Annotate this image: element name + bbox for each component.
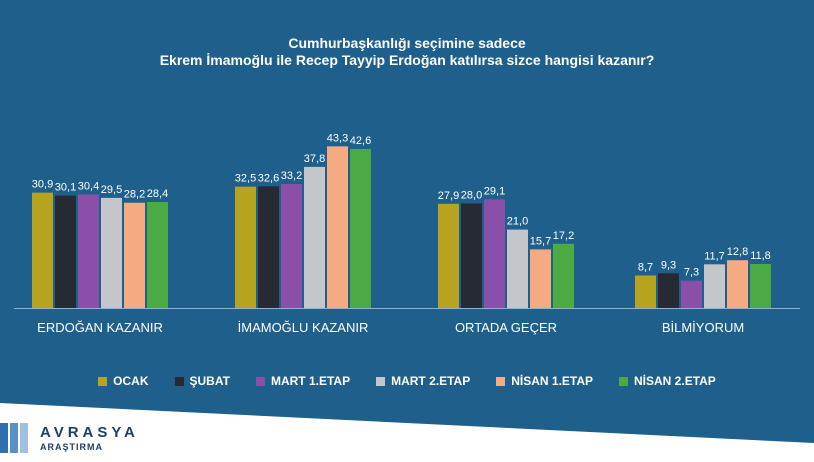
bar bbox=[235, 186, 256, 308]
category-label: ERDOĞAN KAZANIR bbox=[37, 320, 163, 335]
bar bbox=[658, 273, 679, 308]
bar bbox=[750, 263, 771, 308]
bar-data-label: 30,9 bbox=[32, 179, 53, 191]
bar-data-label: 7,3 bbox=[684, 267, 699, 279]
bar-data-label: 28,2 bbox=[124, 189, 145, 201]
legend-label: MART 2.ETAP bbox=[391, 374, 471, 388]
bar bbox=[281, 184, 302, 308]
bar bbox=[350, 148, 371, 308]
chart-legend: OCAK ŞUBAT MART 1.ETAP MART 2.ETAP NİSAN 1.E… bbox=[0, 374, 814, 388]
bar bbox=[258, 186, 279, 308]
footer-band bbox=[0, 403, 814, 462]
bar-data-label: 32,5 bbox=[235, 173, 256, 185]
bar bbox=[704, 264, 725, 308]
bar bbox=[327, 146, 348, 308]
legend-swatch bbox=[496, 376, 506, 386]
chart-title-line-2: Ekrem İmamoğlu ile Recep Tayyip Erdoğan … bbox=[159, 52, 655, 68]
chart-title-line-1: Cumhurbaşkanlığı seçimine sadece bbox=[288, 35, 526, 51]
bar bbox=[304, 166, 325, 308]
legend-swatch bbox=[98, 376, 108, 386]
legend-label: OCAK bbox=[113, 374, 149, 388]
legend-item: NİSAN 2.ETAP bbox=[619, 374, 716, 388]
bar-data-label: 30,1 bbox=[55, 182, 76, 194]
bar bbox=[55, 195, 76, 308]
bar-data-label: 29,1 bbox=[484, 185, 505, 197]
legend-swatch bbox=[174, 376, 184, 386]
bar bbox=[124, 202, 145, 308]
logo-stripe-1 bbox=[0, 423, 8, 453]
bar-data-label: 9,3 bbox=[661, 259, 676, 271]
category-label: BİLMİYORUM bbox=[662, 320, 744, 335]
bar bbox=[727, 260, 748, 308]
bar-data-label: 12,8 bbox=[727, 246, 748, 258]
bar bbox=[78, 194, 99, 308]
bar bbox=[553, 243, 574, 308]
legend-label: NİSAN 1.ETAP bbox=[511, 374, 594, 388]
bar-data-label: 28,4 bbox=[147, 188, 168, 200]
bar-data-label: 28,0 bbox=[461, 189, 482, 201]
legend-item: MART 2.ETAP bbox=[376, 374, 470, 388]
legend-label: MART 1.ETAP bbox=[270, 374, 351, 388]
bar-data-label: 27,9 bbox=[438, 190, 459, 202]
bar-data-label: 17,2 bbox=[553, 230, 574, 242]
legend-swatch bbox=[376, 376, 386, 386]
bar-data-label: 8,7 bbox=[638, 262, 653, 274]
category-label: ORTADA GEÇER bbox=[455, 320, 557, 335]
category-label: İMAMOĞLU KAZANIR bbox=[238, 320, 369, 335]
bar bbox=[461, 203, 482, 308]
bar bbox=[438, 203, 459, 308]
brand-name: AVRASYA bbox=[40, 424, 139, 441]
legend-label: NİSAN 2.ETAP bbox=[634, 374, 716, 388]
brand-logo: AVRASYA ARAŞTIRMA bbox=[40, 424, 139, 452]
bar-data-label: 42,6 bbox=[350, 135, 371, 147]
legend-swatch bbox=[255, 376, 265, 386]
legend-label: ŞUBAT bbox=[189, 374, 230, 388]
bar bbox=[32, 192, 53, 308]
legend-item: MART 1.ETAP bbox=[255, 374, 351, 388]
bar-data-label: 11,8 bbox=[750, 250, 771, 262]
bar-data-label: 11,7 bbox=[704, 250, 725, 262]
bar bbox=[101, 197, 122, 308]
brand-subtitle: ARAŞTIRMA bbox=[40, 442, 103, 452]
bar-data-label: 33,2 bbox=[281, 170, 302, 182]
logo-stripe-2 bbox=[10, 423, 18, 453]
bar bbox=[484, 199, 505, 308]
legend-item: ŞUBAT bbox=[174, 374, 230, 388]
logo-stripe-3 bbox=[20, 423, 28, 453]
bar-data-label: 21,0 bbox=[507, 216, 528, 228]
bar bbox=[507, 229, 528, 308]
bar-data-label: 43,3 bbox=[327, 132, 348, 144]
legend-swatch bbox=[619, 376, 629, 386]
bar-data-label: 29,5 bbox=[101, 184, 122, 196]
bar bbox=[681, 280, 702, 308]
bar bbox=[635, 275, 656, 308]
bar bbox=[147, 201, 168, 308]
legend-item: NİSAN 1.ETAP bbox=[496, 374, 593, 388]
bar bbox=[530, 249, 551, 308]
bar-data-label: 37,8 bbox=[304, 153, 325, 165]
legend-item: OCAK bbox=[98, 374, 149, 388]
bar-data-label: 30,4 bbox=[78, 181, 99, 193]
bar-data-label: 32,6 bbox=[258, 172, 279, 184]
bar-data-label: 15,7 bbox=[530, 235, 551, 247]
